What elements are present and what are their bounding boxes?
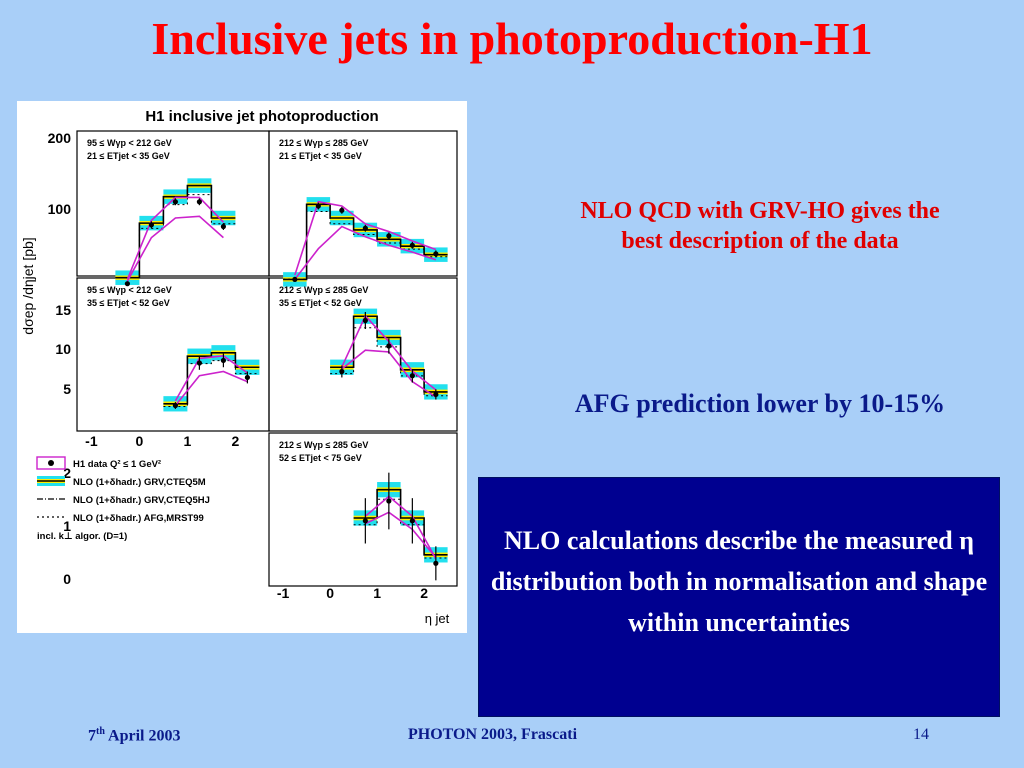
grv-note: NLO QCD with GRV-HO gives the best descr… — [580, 198, 940, 254]
legend-entry-text: incl. k⊥ algor. (D=1) — [37, 531, 127, 542]
data-point — [409, 242, 415, 248]
x-tick-label: -1 — [277, 585, 290, 601]
legend-swatch-data — [36, 456, 66, 470]
panel-label-et: 52 ≤ ETjet < 75 GeV — [279, 453, 362, 463]
data-point — [433, 251, 439, 257]
footer-page-number: 14 — [913, 726, 929, 743]
x-tick-label: 1 — [373, 585, 381, 601]
data-point — [386, 343, 392, 349]
afg-note: AFG prediction lower by 10-15% — [574, 389, 946, 418]
legend-marker-data — [48, 460, 54, 466]
data-point — [172, 199, 178, 205]
data-point — [339, 368, 345, 375]
x-tick-label: 0 — [326, 585, 334, 601]
slide-title: Inclusive jets in photoproduction-H1 — [151, 13, 873, 64]
data-point — [292, 276, 298, 283]
afg-histogram — [163, 360, 260, 408]
panel-frame — [268, 130, 458, 277]
data-band-lower — [294, 225, 437, 280]
data-point — [124, 281, 130, 287]
y-tick-label: 1 — [63, 518, 71, 534]
legend-entry-text: NLO (1+δhadr.) AFG,MRST99 — [73, 513, 204, 524]
panel-label-et: 21 ≤ ETjet < 35 GeV — [87, 151, 170, 161]
footer-date-rest: April 2003 — [104, 727, 181, 745]
data-band-upper — [174, 355, 248, 402]
panel-label-et: 35 ≤ ETjet < 52 GeV — [279, 298, 362, 308]
footer-date-suffix: th — [96, 726, 105, 737]
data-band-upper — [364, 495, 437, 560]
data-point — [148, 222, 154, 228]
data-point — [386, 233, 392, 239]
panel-label-w: 212 ≤ Wγp ≤ 285 GeV — [279, 285, 368, 295]
panel-label-w: 212 ≤ Wγp ≤ 285 GeV — [279, 138, 368, 148]
data-band-lower — [174, 370, 248, 407]
y-tick-label: 200 — [48, 130, 72, 146]
x-tick-label: -1 — [85, 433, 98, 449]
data-point — [409, 518, 415, 524]
data-band-lower — [126, 215, 224, 282]
data-point — [172, 402, 178, 409]
panel-frame — [268, 277, 458, 432]
afg-histogram — [353, 498, 448, 559]
jet-cross-section-chart: H1 inclusive jet photoproduction 95 ≤ Wγ… — [20, 108, 458, 626]
data-point — [362, 317, 368, 324]
data-point — [339, 207, 345, 213]
footer-date: 7th April 2003 — [88, 726, 180, 745]
y-tick-label: 10 — [55, 341, 71, 357]
data-band-upper — [126, 196, 224, 280]
y-tick-label: 5 — [63, 381, 71, 397]
panel-label-w: 95 ≤ Wγp < 212 GeV — [87, 285, 172, 295]
afg-histogram — [330, 327, 448, 397]
footer-conference: PHOTON 2003, Frascati — [408, 726, 578, 743]
data-point — [220, 223, 226, 230]
data-point — [244, 374, 250, 381]
legend-entry-text: H1 data Q² ≤ 1 GeV² — [73, 459, 161, 470]
data-band-lower — [365, 511, 437, 559]
data-point — [433, 560, 439, 566]
panel-label-w: 212 ≤ Wγp ≤ 285 GeV — [279, 440, 368, 450]
panel-label-et: 21 ≤ ETjet < 35 GeV — [279, 151, 362, 161]
legend-entry-text: NLO (1+δhadr.) GRV,CTEQ5M — [73, 477, 206, 488]
data-point — [409, 373, 415, 379]
data-point — [433, 391, 439, 398]
conclusion-box: NLO calculations describe the measured η… — [478, 477, 1000, 717]
y-axis-label: dσep /dηjet [pb] — [20, 237, 36, 334]
data-point — [196, 360, 202, 366]
x-tick-label: 0 — [136, 433, 144, 449]
chart-title: H1 inclusive jet photoproduction — [145, 108, 378, 125]
y-tick-label: 0 — [63, 571, 71, 587]
data-point — [362, 518, 368, 524]
panel-label-et: 35 ≤ ETjet < 52 GeV — [87, 298, 170, 308]
data-point — [196, 199, 202, 205]
legend-entry-text: NLO (1+δhadr.) GRV,CTEQ5HJ — [73, 495, 210, 506]
y-tick-label: 100 — [48, 201, 72, 217]
x-tick-label: 2 — [420, 585, 428, 601]
data-point — [220, 357, 226, 364]
panel-label-w: 95 ≤ Wγp < 212 GeV — [87, 138, 172, 148]
panel-frame — [268, 432, 458, 587]
h1-figure: H1 inclusive jet photoproduction 95 ≤ Wγ… — [17, 101, 467, 633]
data-point — [386, 498, 392, 504]
y-tick-label: 2 — [63, 465, 71, 481]
conclusion-text: NLO calculations describe the measured η… — [490, 526, 988, 637]
x-tick-label: 1 — [184, 433, 192, 449]
data-band-upper — [294, 200, 437, 276]
footer-date-day: 7 — [88, 727, 96, 745]
x-axis-label: η jet — [425, 611, 450, 626]
y-tick-label: 15 — [55, 302, 71, 318]
x-tick-label: 2 — [232, 433, 240, 449]
data-point — [315, 203, 321, 209]
data-point — [362, 225, 368, 231]
